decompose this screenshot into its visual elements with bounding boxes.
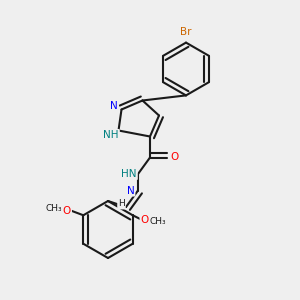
Text: O: O — [170, 152, 178, 163]
Text: N: N — [127, 185, 134, 196]
Text: CH₃: CH₃ — [150, 217, 166, 226]
Text: Br: Br — [180, 27, 192, 37]
Text: CH₃: CH₃ — [45, 204, 62, 213]
Text: H: H — [118, 200, 125, 208]
Text: NH: NH — [103, 130, 119, 140]
Text: O: O — [63, 206, 71, 216]
Text: HN: HN — [121, 169, 137, 179]
Text: N: N — [110, 101, 118, 111]
Text: O: O — [141, 215, 149, 225]
